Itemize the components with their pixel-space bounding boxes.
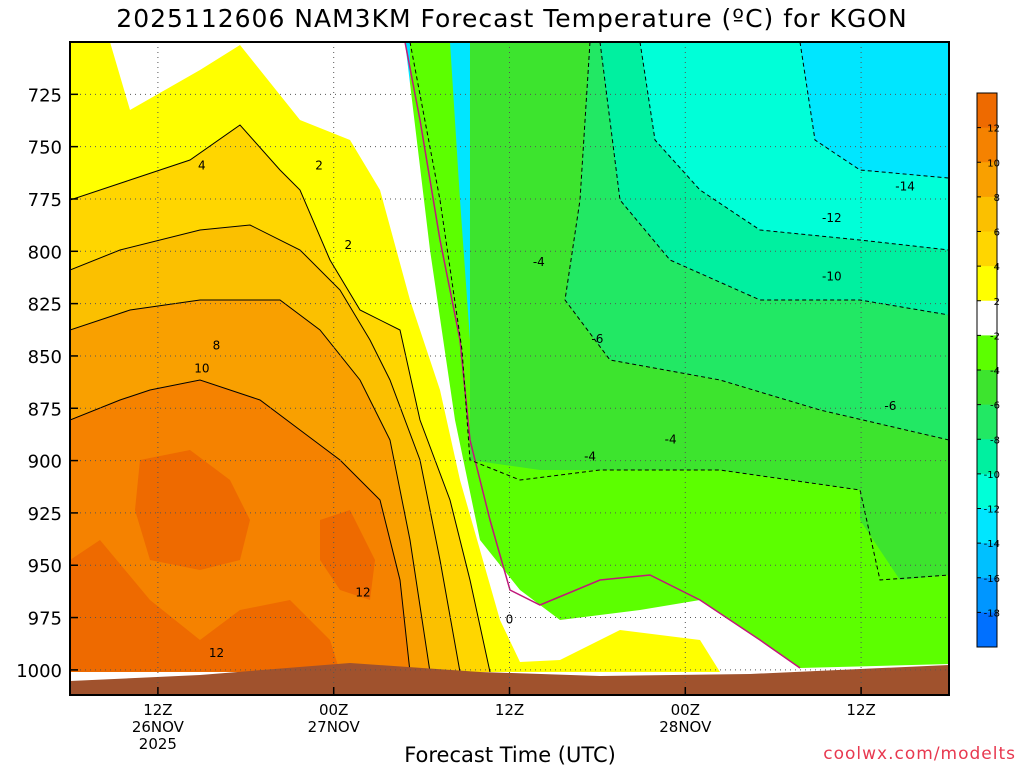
colorbar: 12 10 8 6 4 2 -2 -4 -6 -8 -10 -12 -14 -16 -18 bbox=[976, 92, 1000, 648]
contour-label: 2 bbox=[315, 158, 323, 172]
contour-label: -6 bbox=[884, 399, 896, 413]
contour-plus-6-line bbox=[70, 224, 461, 673]
x-tick-label: 28NOV bbox=[659, 718, 712, 736]
colorbar-swatch bbox=[977, 162, 997, 198]
x-tick-label: 2025 bbox=[139, 735, 177, 753]
x-tick-label: 12Z bbox=[495, 701, 524, 719]
contour-minus-2-line bbox=[409, 42, 949, 581]
colorbar-swatch bbox=[977, 335, 997, 371]
ground-surface bbox=[70, 663, 949, 695]
colorbar-label: -4 bbox=[990, 366, 1000, 377]
colorbar-swatch bbox=[977, 370, 997, 406]
contour-plus-8-line bbox=[70, 299, 431, 673]
contour-label: -4 bbox=[533, 255, 545, 269]
contour-label: -12 bbox=[822, 211, 842, 225]
x-tick-label: 00Z bbox=[671, 701, 700, 719]
field-plus-12-a bbox=[135, 450, 250, 570]
colorbar-swatch bbox=[977, 577, 997, 613]
contour-label: 12 bbox=[209, 646, 224, 660]
x-axis-title: Forecast Time (UTC) bbox=[404, 743, 616, 767]
contour-label: 0 bbox=[506, 613, 514, 627]
y-tick-label: 975 bbox=[28, 609, 62, 630]
x-tick-label: 12Z bbox=[143, 701, 172, 719]
contour-labels: 4 2 2 8 10 12 12 -4 -6 -4 -4 0 -12 -14 -10 -6 bbox=[194, 158, 915, 660]
colorbar-swatch bbox=[977, 127, 997, 163]
colorbar-label: -6 bbox=[990, 401, 1000, 412]
x-tick-label: 00Z bbox=[319, 701, 348, 719]
contour-minus-8-line bbox=[599, 42, 949, 316]
colorbar-swatch bbox=[977, 93, 997, 129]
contour-plus-4-line bbox=[70, 124, 491, 673]
x-tick-label: 27NOV bbox=[308, 718, 361, 736]
field-minus-4 bbox=[410, 42, 949, 695]
colorbar-swatch bbox=[977, 404, 997, 440]
y-tick-label: 925 bbox=[28, 504, 62, 525]
colorbar-swatch bbox=[977, 543, 997, 579]
colorbar-label: 12 bbox=[987, 124, 1000, 135]
chart-title: 2025112606 NAM3KM Forecast Temperature (… bbox=[116, 4, 908, 33]
contour-label: -4 bbox=[584, 449, 596, 463]
contour-zero-line bbox=[404, 42, 801, 669]
y-tick-label: 725 bbox=[28, 85, 62, 106]
y-tick-label: 875 bbox=[28, 399, 62, 420]
contour-minus-12-line bbox=[799, 42, 949, 179]
colorbar-label: -2 bbox=[990, 331, 1000, 342]
y-tick-label: 900 bbox=[28, 452, 62, 473]
colorbar-label: 8 bbox=[994, 193, 1000, 204]
contour-label: 10 bbox=[194, 362, 209, 376]
colorbar-label: -16 bbox=[984, 574, 1000, 585]
y-tick-label: 825 bbox=[28, 295, 62, 316]
y-tick-label: 800 bbox=[28, 242, 62, 263]
contour-label: -14 bbox=[895, 179, 915, 193]
contour-label: -10 bbox=[822, 269, 842, 283]
contour-label: -4 bbox=[665, 433, 677, 447]
y-tick-label: 750 bbox=[28, 138, 62, 159]
credit-text: coolwx.com/modelts bbox=[823, 744, 1016, 764]
y-tick-label: 950 bbox=[28, 556, 62, 577]
colorbar-label: 6 bbox=[994, 228, 1000, 239]
colorbar-swatch bbox=[977, 196, 997, 232]
temperature-fields bbox=[70, 42, 949, 695]
colorbar-label: -14 bbox=[984, 539, 1000, 550]
contour-label: -6 bbox=[591, 332, 603, 346]
x-tick-label: 26NOV bbox=[132, 718, 185, 736]
colorbar-label: -8 bbox=[990, 435, 1000, 446]
contour-plus-10-line bbox=[70, 379, 411, 673]
y-tick-label: 775 bbox=[28, 190, 62, 211]
contour-label: 2 bbox=[345, 238, 353, 252]
colorbar-swatch bbox=[977, 266, 997, 302]
colorbar-label: 2 bbox=[994, 297, 1000, 308]
y-tick-label: 850 bbox=[28, 347, 62, 368]
colorbar-swatch bbox=[977, 612, 997, 648]
colorbar-label: 10 bbox=[987, 158, 1000, 169]
field-plus-12-c bbox=[70, 540, 340, 672]
contour-label: 12 bbox=[355, 585, 370, 599]
colorbar-swatch bbox=[977, 508, 997, 544]
colorbar-label: -12 bbox=[984, 505, 1000, 516]
y-axis: 725 750 775 800 825 850 875 900 925 950 975 1000 bbox=[16, 85, 78, 682]
colorbar-label: 4 bbox=[994, 262, 1000, 273]
colorbar-label: -10 bbox=[984, 470, 1000, 481]
contour-label: 4 bbox=[198, 158, 206, 172]
x-tick-label: 12Z bbox=[846, 701, 875, 719]
colorbar-swatch bbox=[977, 300, 997, 336]
colorbar-swatch bbox=[977, 231, 997, 267]
colorbar-label: -18 bbox=[984, 608, 1000, 619]
y-tick-label: 1000 bbox=[16, 661, 62, 682]
colorbar-swatch bbox=[977, 439, 997, 475]
contour-label: 8 bbox=[213, 338, 221, 352]
contour-minus-10-line bbox=[639, 42, 949, 251]
colorbar-swatch bbox=[977, 473, 997, 509]
